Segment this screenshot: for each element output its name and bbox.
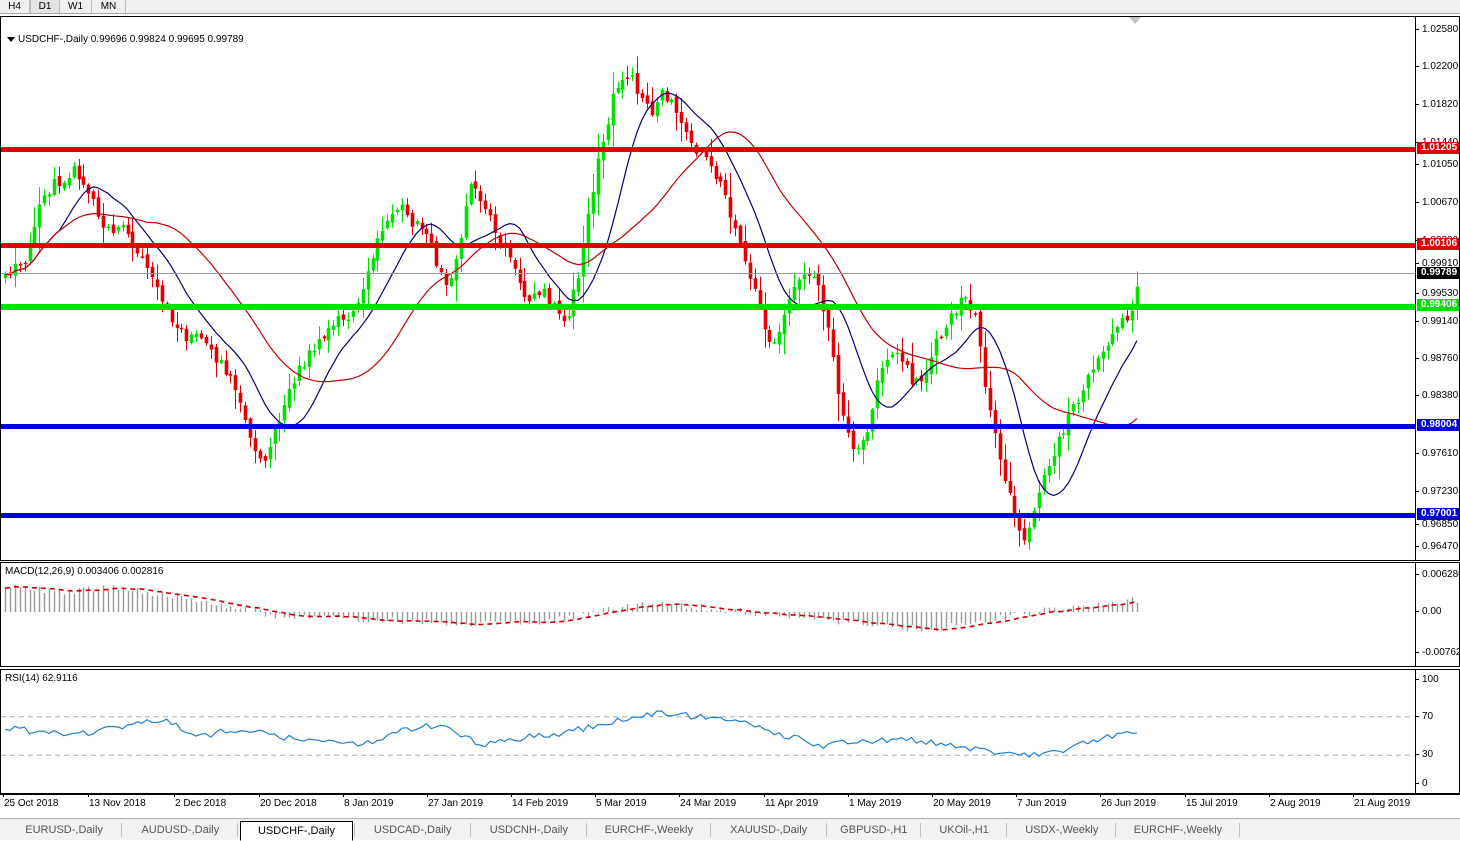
period-tab-d1[interactable]: D1 <box>30 0 60 13</box>
rsi-tick-70: 70 <box>1416 711 1433 722</box>
rsi-panel[interactable]: 100 70 30 0 RSI(14) 62.9116 <box>0 669 1460 794</box>
price-tick-1.02580: 1.02580 <box>1416 25 1458 35</box>
price-axis[interactable]: 1.025801.022001.018201.014401.010501.006… <box>1415 17 1459 560</box>
candlestick-series <box>3 56 1140 550</box>
macd-series <box>4 584 1139 632</box>
date-label-13: 26 Jun 2019 <box>1099 794 1157 809</box>
symbol-tab-bar[interactable]: EURUSD-,Daily AUDUSD-,Daily USDCHF-,Daily U… <box>0 818 1460 841</box>
price-tick-1.01820: 1.01820 <box>1416 100 1458 110</box>
current-price-line <box>1 273 1416 274</box>
macd-plot-area[interactable] <box>1 563 1416 666</box>
symbol-tab-audusd--daily[interactable]: AUDUSD-,Daily <box>141 824 220 836</box>
date-label-12: 7 Jun 2019 <box>1016 794 1067 809</box>
support-line-0.98004[interactable] <box>1 424 1416 429</box>
macd-panel[interactable]: 0.006286 0.00 -0.00762 MACD(12,26,9) 0.003… <box>0 562 1460 667</box>
price-tick-0.97230: 0.97230 <box>1416 487 1458 497</box>
date-axis[interactable]: 25 Oct 2018 13 Nov 2018 2 Dec 2018 20 Dec 2… <box>0 794 1460 816</box>
rsi-series <box>1 710 1416 758</box>
price-tick-1.02200: 1.02200 <box>1416 62 1458 72</box>
macd-tick-0.006286: 0.006286 <box>1416 570 1459 580</box>
price-tick-0.98380: 0.98380 <box>1416 391 1458 401</box>
rsi-label: RSI(14) 62.9116 <box>5 673 78 684</box>
price-tag-support-blue-1[interactable]: 0.98004 <box>1417 419 1459 431</box>
period-tab-h4[interactable]: H4 <box>0 0 30 13</box>
price-tag-support-blue-2[interactable]: 0.97001 <box>1417 508 1459 520</box>
symbol-tab-ukoil--h1[interactable]: UKOil-,H1 <box>939 824 989 836</box>
price-tag-resistance-2[interactable]: 1.00106 <box>1417 238 1459 250</box>
symbol-tab-separator <box>586 823 587 837</box>
price-tick-0.99530: 0.99530 <box>1416 289 1458 299</box>
support-line-0.99406[interactable] <box>1 304 1416 310</box>
date-label-3: 20 Dec 2018 <box>259 794 317 809</box>
rsi-tick-30: 30 <box>1416 750 1433 760</box>
chart-top-marker-icon[interactable] <box>1129 17 1141 24</box>
symbol-info-label: USDCHF-,Daily 0.99696 0.99824 0.99695 0.… <box>7 34 244 45</box>
price-plot-area[interactable] <box>1 17 1416 560</box>
date-label-2: 2 Dec 2018 <box>173 794 227 809</box>
symbol-tab-eurchf--weekly[interactable]: EURCHF-,Weekly <box>604 824 693 836</box>
price-tick-1.00670: 1.00670 <box>1416 198 1458 208</box>
symbol-tab-separator <box>237 823 239 837</box>
symbol-tab-separator <box>469 823 471 837</box>
symbol-tab-separator <box>353 823 355 837</box>
rsi-tick-100: 100 <box>1416 675 1439 685</box>
date-label-6: 14 Feb 2019 <box>510 794 569 809</box>
macd-tick--0.00762: -0.00762 <box>1416 648 1459 658</box>
price-tag-support-green[interactable]: 0.99406 <box>1417 299 1459 311</box>
date-label-1: 13 Nov 2018 <box>88 794 146 809</box>
rsi-plot-area[interactable] <box>1 670 1416 793</box>
price-tick-0.97610: 0.97610 <box>1416 449 1458 459</box>
date-label-16: 21 Aug 2019 <box>1352 794 1411 809</box>
symbol-tab-usdx--weekly[interactable]: USDX-,Weekly <box>1025 824 1099 836</box>
symbol-tab-separator <box>825 823 827 837</box>
support-line-0.97001[interactable] <box>1 513 1416 518</box>
symbol-tab-eurusd--daily[interactable]: EURUSD-,Daily <box>25 824 103 836</box>
date-label-7: 5 Mar 2019 <box>595 794 647 809</box>
price-tick-0.96850: 0.96850 <box>1416 520 1458 530</box>
symbol-tab-usdchf--daily[interactable]: USDCHF-,Daily <box>240 821 353 841</box>
symbol-tab-separator <box>709 823 711 837</box>
macd-axis[interactable]: 0.006286 0.00 -0.00762 <box>1415 563 1459 666</box>
date-label-11: 20 May 2019 <box>932 794 991 809</box>
resistance-line-1.01205[interactable] <box>1 147 1416 152</box>
macd-label: MACD(12,26,9) 0.003406 0.002816 <box>5 566 164 577</box>
date-label-10: 1 May 2019 <box>847 794 902 809</box>
price-tick-0.99140: 0.99140 <box>1416 317 1458 327</box>
price-tick-0.98760: 0.98760 <box>1416 354 1458 364</box>
symbol-tab-usdcnh--daily[interactable]: USDCNH-,Daily <box>489 824 568 836</box>
symbol-tab-xauusd--daily[interactable]: XAUUSD-,Daily <box>730 824 808 836</box>
period-toolbar: H4 D1 W1 MN <box>0 0 1460 14</box>
symbol-tab-separator <box>1115 823 1117 837</box>
price-tag-resistance-1[interactable]: 1.01205 <box>1417 142 1459 154</box>
symbol-ohlc-text: USDCHF-,Daily 0.99696 0.99824 0.99695 0.… <box>18 34 244 45</box>
price-tick-0.96470: 0.96470 <box>1416 542 1458 552</box>
period-tab-w1[interactable]: W1 <box>60 0 92 13</box>
period-tab-mn[interactable]: MN <box>92 0 126 13</box>
date-label-8: 24 Mar 2019 <box>678 794 737 809</box>
symbol-tab-separator <box>919 823 921 837</box>
price-chart-panel[interactable]: 1.025801.022001.018201.014401.010501.006… <box>0 16 1460 561</box>
rsi-axis[interactable]: 100 70 30 0 <box>1415 670 1459 793</box>
symbol-tab-eurchf--weekly[interactable]: EURCHF-,Weekly <box>1133 824 1223 836</box>
rsi-tick-0: 0 <box>1416 779 1428 789</box>
symbol-tab-gbpusd--h1[interactable]: GBPUSD-,H1 <box>840 824 908 836</box>
price-tag-current[interactable]: 0.99789 <box>1417 267 1459 279</box>
date-label-5: 27 Jan 2019 <box>426 794 484 809</box>
resistance-line-1.00106[interactable] <box>1 243 1416 248</box>
date-label-9: 11 Apr 2019 <box>763 794 819 809</box>
symbol-tab-separator <box>121 823 123 837</box>
date-label-14: 15 Jul 2019 <box>1185 794 1238 809</box>
symbol-tab-separator <box>1238 823 1240 837</box>
price-tick-1.01050: 1.01050 <box>1416 160 1458 170</box>
collapse-arrow-icon[interactable] <box>7 36 15 42</box>
symbol-tab-separator <box>1006 823 1008 837</box>
macd-tick-0.00: 0.00 <box>1416 607 1441 617</box>
date-label-4: 8 Jan 2019 <box>343 794 394 809</box>
date-label-0: 25 Oct 2018 <box>2 794 59 809</box>
symbol-tab-usdcad--daily[interactable]: USDCAD-,Daily <box>373 824 452 836</box>
price-tick-0.99910: 0.99910 <box>1416 259 1458 269</box>
date-label-15: 2 Aug 2019 <box>1269 794 1321 809</box>
